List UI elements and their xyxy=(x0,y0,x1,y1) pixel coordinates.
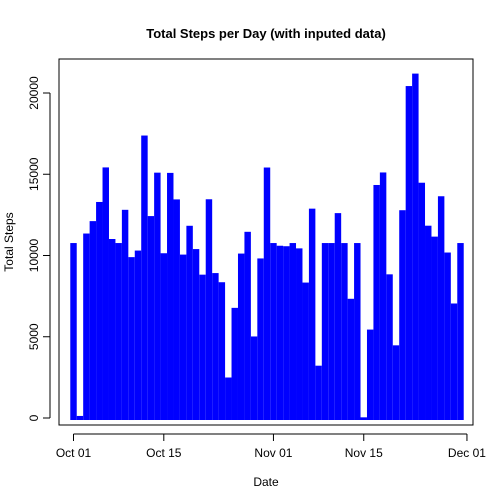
bar-day-23 xyxy=(212,273,219,420)
bar-day-21 xyxy=(199,274,206,420)
bar-day-4 xyxy=(89,221,97,420)
bar-day-45 xyxy=(354,243,361,420)
bar-day-61 xyxy=(457,243,464,420)
bar-day-30 xyxy=(257,258,264,420)
bar-day-35 xyxy=(289,243,297,420)
bar-day-11 xyxy=(134,250,142,420)
x-tick-label: Dec 01 xyxy=(448,446,486,460)
x-axis-label: Date xyxy=(253,475,279,489)
bar-day-7 xyxy=(108,239,116,420)
bar-day-22 xyxy=(205,199,213,420)
bar-day-1 xyxy=(70,243,77,420)
bar-day-34 xyxy=(283,246,290,420)
bar-day-2 xyxy=(76,415,84,420)
x-axis: Oct 01 Oct 15 Nov 01 Nov 15 Dec 01 xyxy=(56,433,486,460)
x-tick-label: Nov 01 xyxy=(254,446,292,460)
bar-day-24 xyxy=(218,282,226,420)
bar-day-38 xyxy=(308,208,316,420)
bar-day-53 xyxy=(405,86,413,420)
bar-day-10 xyxy=(128,257,135,421)
y-tick-label: 5000 xyxy=(27,323,41,350)
bar-day-28 xyxy=(244,231,251,420)
plot-box xyxy=(58,58,474,426)
bar-day-8 xyxy=(115,243,122,420)
bar-day-33 xyxy=(276,245,284,420)
chart-title: Total Steps per Day (with inputed data) xyxy=(146,26,386,41)
bar-day-27 xyxy=(237,253,245,420)
bar-day-3 xyxy=(83,233,90,420)
bar-day-57 xyxy=(431,236,438,420)
bar-day-26 xyxy=(231,307,238,420)
bar-day-48 xyxy=(373,184,380,420)
bar-day-19 xyxy=(186,225,193,420)
bar-day-46 xyxy=(360,417,367,420)
bar-day-5 xyxy=(96,201,103,420)
bar-day-40 xyxy=(321,243,329,420)
bar-day-18 xyxy=(179,254,187,420)
bar-day-32 xyxy=(270,243,277,420)
bar-day-6 xyxy=(102,167,109,420)
bar-day-16 xyxy=(167,172,174,420)
bar-day-39 xyxy=(315,365,322,420)
x-tick-label: Nov 15 xyxy=(345,446,383,460)
bar-day-25 xyxy=(225,377,232,420)
bar-day-41 xyxy=(328,243,335,420)
y-axis-label: Total Steps xyxy=(2,212,16,271)
bar-day-49 xyxy=(379,172,387,420)
bar-day-31 xyxy=(263,167,271,420)
bar-day-50 xyxy=(386,274,393,420)
bar-day-44 xyxy=(347,298,355,420)
bar-day-13 xyxy=(147,216,155,420)
bar-day-43 xyxy=(341,243,348,420)
bar-day-56 xyxy=(425,225,432,420)
bar-day-29 xyxy=(250,336,258,420)
bar-day-42 xyxy=(334,213,342,420)
bar-day-59 xyxy=(444,252,451,420)
bar-day-9 xyxy=(121,209,129,420)
x-tick-label: Oct 01 xyxy=(56,446,92,460)
bar-day-15 xyxy=(160,253,168,420)
bar-day-37 xyxy=(302,282,309,420)
bar-day-58 xyxy=(437,196,445,420)
bar-day-14 xyxy=(154,172,161,420)
y-tick-label: 20000 xyxy=(27,76,41,110)
x-tick-label: Oct 15 xyxy=(146,446,182,460)
bar-day-52 xyxy=(399,210,406,420)
y-tick-label: 0 xyxy=(27,414,41,421)
y-tick-label: 15000 xyxy=(27,157,41,191)
bar-day-36 xyxy=(296,248,303,420)
y-tick-label: 10000 xyxy=(27,238,41,272)
bars-group xyxy=(70,73,464,421)
bar-day-54 xyxy=(412,73,419,420)
bar-day-47 xyxy=(366,329,374,420)
bar-day-17 xyxy=(173,199,180,420)
bar-day-55 xyxy=(418,182,426,420)
bar-day-12 xyxy=(141,135,148,421)
y-axis: 0 5000 10000 15000 20000 xyxy=(27,76,51,421)
bar-day-20 xyxy=(192,249,200,420)
bar-day-51 xyxy=(392,345,400,420)
bar-day-60 xyxy=(450,303,458,420)
